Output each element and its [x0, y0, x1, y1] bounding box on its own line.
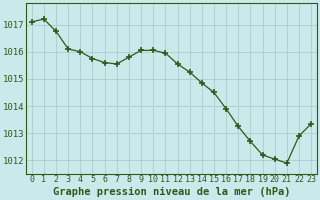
X-axis label: Graphe pression niveau de la mer (hPa): Graphe pression niveau de la mer (hPa): [53, 187, 290, 197]
